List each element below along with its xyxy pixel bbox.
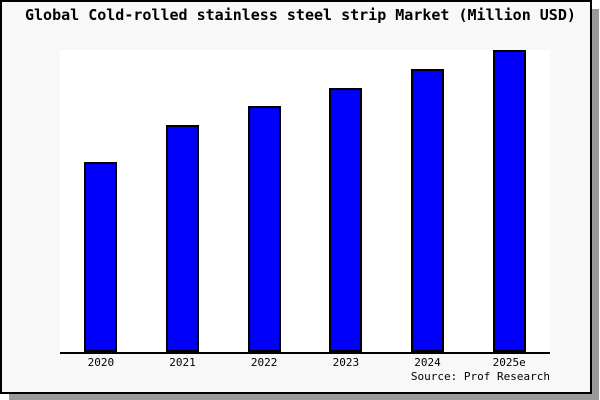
bar-slot-2024: [387, 50, 469, 352]
bar-2021: [166, 124, 199, 352]
bar-slot-2021: [142, 50, 224, 352]
bar-2024: [411, 69, 445, 352]
bar-2025e: [492, 50, 526, 352]
bar-slot-2020: [60, 50, 142, 352]
bar-slot-2022: [223, 50, 305, 352]
bar-slot-2025e: [468, 50, 550, 352]
x-axis-label-2024: 2024: [414, 356, 441, 369]
bar-2020: [84, 162, 118, 352]
x-axis-label-2025e: 2025e: [492, 356, 526, 369]
chart-title: Global Cold-rolled stainless steel strip…: [25, 6, 576, 24]
x-axis-label-2023: 2023: [332, 356, 360, 369]
x-axis-label-2021: 2021: [169, 356, 196, 369]
bar-2023: [329, 88, 363, 352]
bar-2022: [247, 105, 281, 352]
x-axis-labels: 2020 2021 2022 2023 2024 2025e: [60, 356, 550, 369]
chart-frame: Global Cold-rolled stainless steel strip…: [0, 0, 592, 394]
x-axis-label-2020: 2020: [87, 356, 115, 369]
bar-slot-2023: [305, 50, 387, 352]
x-axis-label-2022: 2022: [250, 356, 278, 369]
plot-area: [60, 50, 550, 354]
source-note: Source: Prof Research: [410, 370, 550, 383]
bar-series: [60, 50, 550, 352]
